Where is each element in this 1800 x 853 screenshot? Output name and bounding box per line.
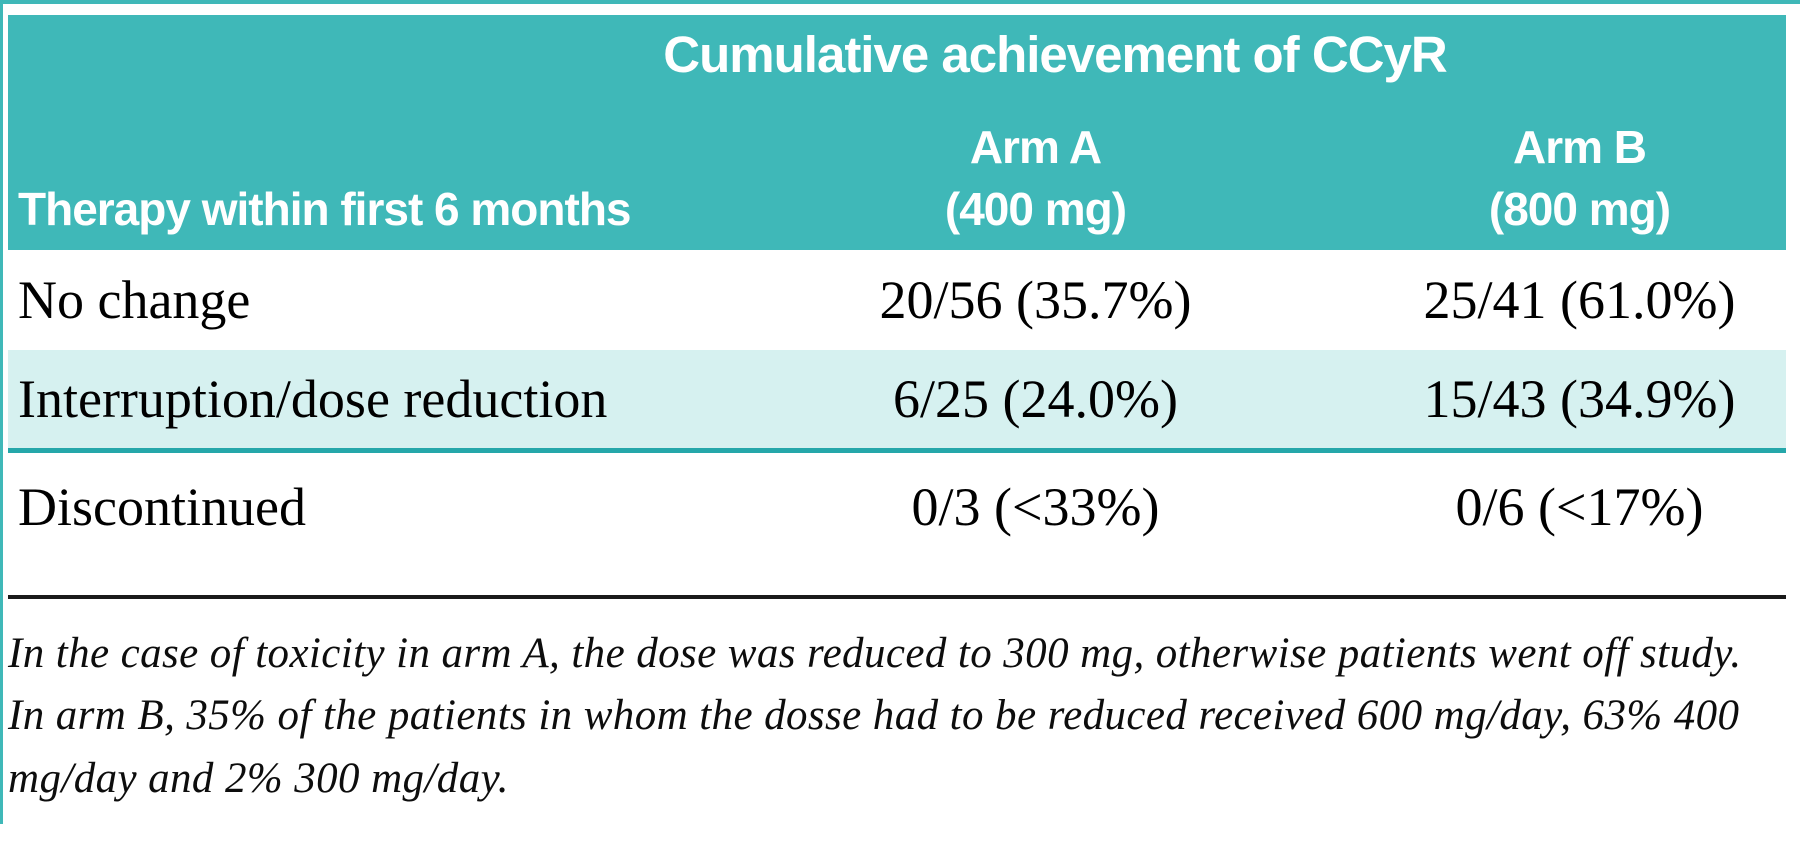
arm-a-value: 20/56 (35.7%) [879,270,1192,330]
table-row-interruption: Interruption/dose reduction 6/25 (24.0%)… [8,350,1786,453]
table-header-band: Cumulative achievement of CCyR Therapy w… [8,15,1786,250]
arm-a-value: 0/3 (<33%) [911,477,1160,537]
row-label: No change [18,270,251,330]
ccyr-results-table: Cumulative achievement of CCyR Therapy w… [8,15,1786,853]
table-row-discontinued: Discontinued 0/3 (<33%) 0/6 (<17%) [8,453,1786,561]
table-row-no-change: No change 20/56 (35.7%) 25/41 (61.0%) [8,250,1786,350]
arm-a-dose: (400 mg) [944,183,1127,235]
table-footnote: In the case of toxicity in arm A, the do… [8,630,1742,802]
arm-b-value: 15/43 (34.9%) [1423,369,1736,429]
row-label: Interruption/dose reduction [18,369,608,429]
column-header-arm-b: Arm B (800 mg) [1263,85,1786,250]
left-border-line [0,0,3,824]
header-columns: Therapy within first 6 months Arm A (400… [8,85,1786,250]
arm-a-name: Arm A [969,121,1102,173]
row-label: Discontinued [18,477,306,537]
arm-a-value: 6/25 (24.0%) [893,369,1178,429]
arm-b-value: 25/41 (61.0%) [1423,270,1736,330]
arm-b-value: 0/6 (<17%) [1455,477,1704,537]
column-header-therapy: Therapy within first 6 months [18,183,632,235]
arm-b-dose: (800 mg) [1488,183,1671,235]
table-title: Cumulative achievement of CCyR [663,26,1447,83]
top-border-line [0,0,1800,4]
arm-b-name: Arm B [1512,121,1647,173]
footnote-divider-rule [8,595,1786,599]
column-header-arm-a: Arm A (400 mg) [808,85,1263,250]
